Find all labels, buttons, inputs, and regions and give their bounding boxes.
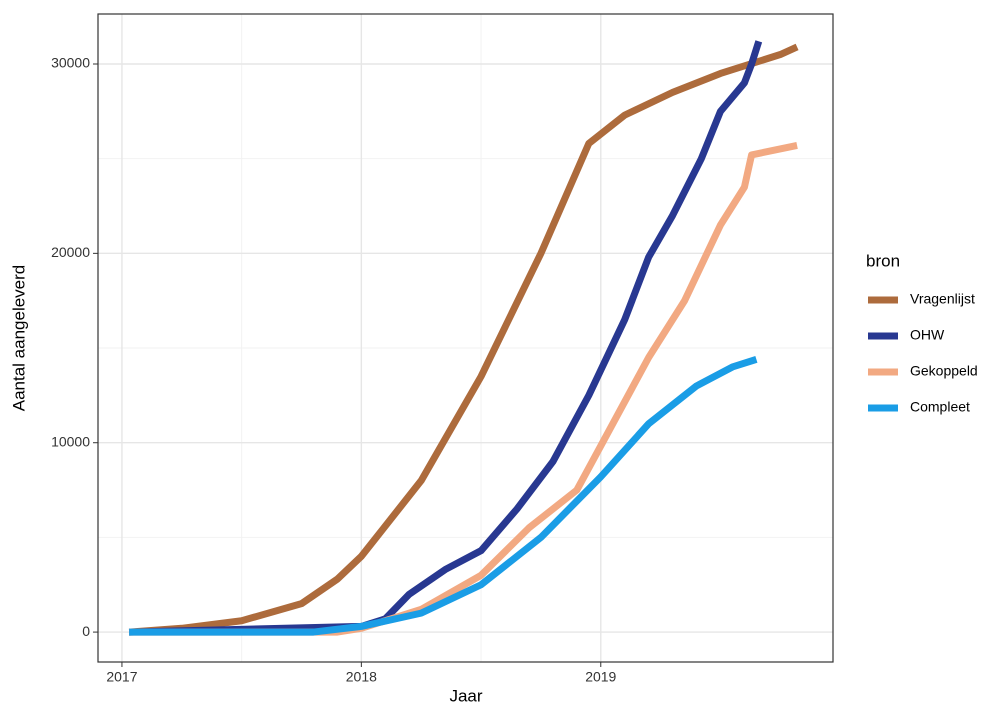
data-line — [129, 40, 763, 636]
legend-title: bron — [866, 251, 900, 270]
x-tick-label: 2018 — [346, 669, 377, 685]
y-tick-label: 10000 — [51, 433, 90, 449]
legend-label: Gekoppeld — [910, 363, 978, 379]
y-tick-label: 0 — [82, 623, 90, 639]
x-tick-label: 2019 — [585, 669, 616, 685]
data-line — [129, 356, 758, 636]
legend-label: Compleet — [910, 399, 970, 415]
y-tick-label: 20000 — [51, 244, 90, 260]
x-axis-title: Jaar — [449, 686, 482, 705]
legend-label: OHW — [910, 327, 945, 343]
plot-border — [97, 13, 834, 663]
y-tick-label: 30000 — [51, 55, 90, 71]
legend-label: Vragenlijst — [910, 291, 975, 307]
x-tick-label: 2017 — [106, 669, 137, 685]
y-axis-title: Aantal aangeleverd — [9, 265, 28, 412]
data-line — [128, 43, 799, 636]
